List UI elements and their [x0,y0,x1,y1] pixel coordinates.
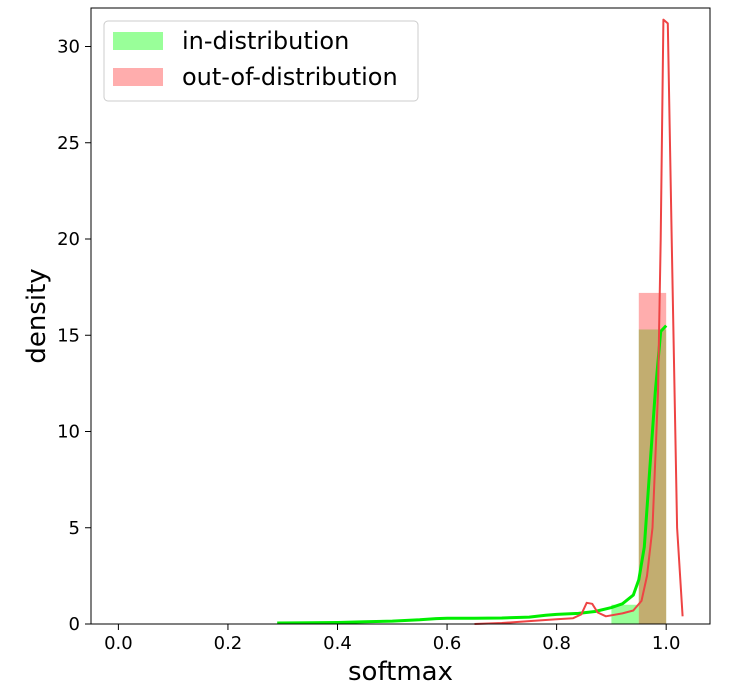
plot-frame [90,7,711,625]
y-tick-label: 30 [57,37,80,58]
hist-bar-in-0 [611,604,639,624]
x-axis-label: softmax [348,657,453,687]
x-tick-label: 0.2 [214,633,243,654]
legend: in-distribution out-of-distribution [103,20,419,102]
x-tick-label: 1.0 [652,633,681,654]
y-tick-label: 10 [57,422,80,443]
y-tick-label: 20 [57,229,80,250]
plot-content [277,18,684,625]
hist-bar-in-1 [638,329,667,624]
y-tick-label: 25 [57,133,80,154]
legend-label-in-distribution: in-distribution [182,27,349,55]
x-tick-label: 0.4 [323,633,352,654]
y-axis-label: density [22,268,52,363]
y-axis: 0 5 10 15 20 25 30 [57,37,91,635]
hist-bar-ood-0 [638,292,667,624]
legend-swatch-in-distribution [113,32,163,50]
x-tick-label: 0.0 [104,633,133,654]
y-tick-label: 5 [69,518,80,539]
legend-box [103,20,419,102]
x-tick-label: 0.8 [542,633,571,654]
legend-swatch-out-of-distribution [113,68,163,86]
x-axis: 0.0 0.2 0.4 0.6 0.8 1.0 [104,624,680,654]
kde-line-in-distribution [277,324,668,625]
y-tick-label: 0 [69,614,80,635]
y-tick-label: 15 [57,325,80,346]
legend-label-out-of-distribution: out-of-distribution [182,63,398,91]
x-tick-label: 0.6 [433,633,462,654]
kde-line-out-of-distribution [474,18,684,625]
